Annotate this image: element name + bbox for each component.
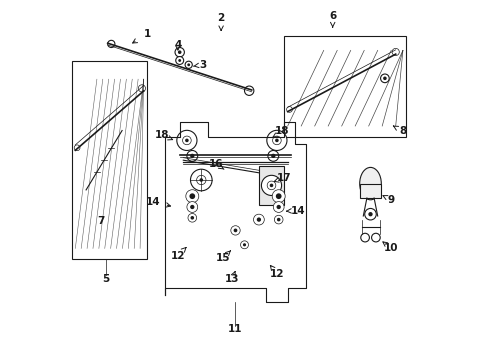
Text: 18: 18	[154, 130, 169, 140]
Circle shape	[274, 215, 283, 224]
Circle shape	[261, 175, 281, 195]
Text: 16: 16	[208, 159, 223, 169]
Circle shape	[185, 61, 192, 68]
Circle shape	[190, 169, 212, 191]
Circle shape	[364, 208, 375, 220]
Circle shape	[272, 136, 281, 145]
Ellipse shape	[359, 167, 381, 200]
Circle shape	[256, 217, 261, 222]
Circle shape	[199, 178, 203, 182]
Circle shape	[138, 85, 145, 92]
Circle shape	[185, 139, 188, 142]
Circle shape	[185, 190, 199, 203]
Circle shape	[244, 86, 253, 95]
Text: 4: 4	[174, 40, 181, 50]
Circle shape	[175, 57, 183, 64]
Circle shape	[186, 202, 197, 212]
Circle shape	[272, 190, 285, 203]
Text: 6: 6	[328, 11, 336, 21]
Bar	[284, 36, 406, 137]
Text: 10: 10	[384, 243, 398, 253]
Circle shape	[269, 184, 273, 187]
Circle shape	[391, 48, 399, 55]
Circle shape	[196, 175, 205, 185]
Circle shape	[275, 139, 278, 142]
Text: 15: 15	[215, 253, 230, 263]
Circle shape	[276, 205, 280, 209]
Circle shape	[187, 63, 190, 66]
Circle shape	[367, 212, 372, 216]
Text: 5: 5	[102, 274, 109, 284]
Text: 13: 13	[224, 274, 239, 284]
Text: 14: 14	[290, 206, 305, 216]
Circle shape	[190, 154, 194, 158]
Circle shape	[243, 243, 245, 246]
Circle shape	[190, 205, 194, 209]
Circle shape	[178, 50, 181, 54]
Text: 12: 12	[170, 251, 185, 261]
Circle shape	[74, 145, 80, 150]
Circle shape	[182, 136, 191, 145]
Text: 11: 11	[228, 324, 242, 334]
Text: 3: 3	[199, 60, 206, 70]
Circle shape	[253, 214, 264, 225]
Circle shape	[267, 150, 278, 161]
Circle shape	[175, 48, 184, 57]
Circle shape	[270, 154, 275, 158]
Text: 1: 1	[143, 29, 151, 39]
Circle shape	[380, 74, 388, 83]
Circle shape	[371, 233, 380, 242]
Text: 9: 9	[387, 195, 394, 205]
Circle shape	[177, 130, 197, 150]
Bar	[359, 184, 381, 198]
Text: 12: 12	[269, 269, 284, 279]
Circle shape	[107, 40, 115, 48]
Bar	[72, 61, 147, 259]
Circle shape	[266, 130, 286, 150]
Circle shape	[266, 181, 275, 190]
Circle shape	[240, 241, 248, 249]
Circle shape	[275, 193, 281, 199]
Text: 8: 8	[399, 126, 406, 136]
Text: 17: 17	[276, 173, 291, 183]
Bar	[258, 166, 284, 205]
Text: 2: 2	[217, 13, 224, 23]
Circle shape	[286, 107, 292, 112]
Circle shape	[382, 77, 386, 80]
Circle shape	[273, 202, 284, 212]
Circle shape	[230, 226, 240, 235]
Text: 18: 18	[274, 126, 289, 136]
Circle shape	[276, 218, 280, 221]
Circle shape	[190, 216, 194, 220]
Circle shape	[189, 193, 195, 199]
Circle shape	[187, 213, 196, 222]
Circle shape	[233, 229, 237, 232]
Text: 7: 7	[97, 216, 104, 226]
Circle shape	[178, 59, 181, 62]
Circle shape	[186, 150, 197, 161]
Circle shape	[360, 233, 368, 242]
Text: 14: 14	[145, 197, 160, 207]
